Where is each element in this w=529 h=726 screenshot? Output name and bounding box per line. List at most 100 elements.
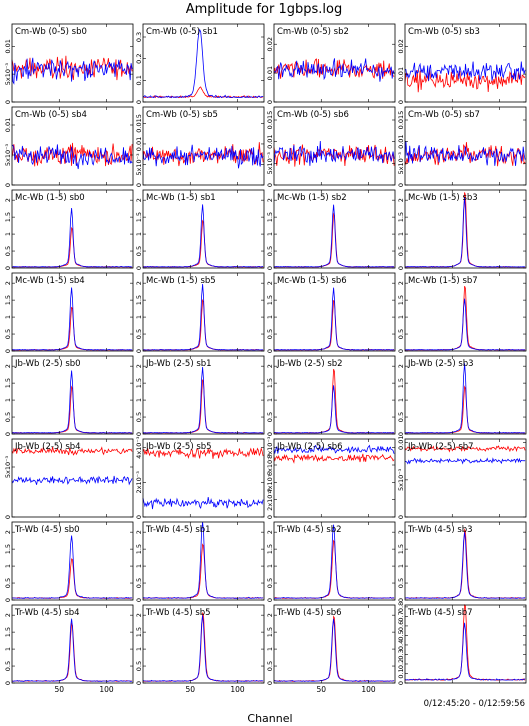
blue-series-line <box>273 58 395 82</box>
y-tick-label: 0.7 <box>397 611 405 621</box>
y-tick-label: 0.6 <box>397 621 405 631</box>
y-tick-label: 1 <box>397 315 405 319</box>
blue-series-line <box>404 363 526 434</box>
y-tick-label: 0.5 <box>4 578 12 588</box>
panel-label: Tr-Wb (4-5) sb1 <box>145 525 211 535</box>
panel-label: Mc-Wb (1-5) sb2 <box>277 193 347 203</box>
time-range-label: 0/12:45:20 - 0/12:59:56 <box>424 699 525 709</box>
blue-series-line <box>11 144 133 170</box>
red-series-line <box>143 298 264 351</box>
y-tick-label: 1 <box>135 564 143 568</box>
y-tick-label: 1 <box>135 315 143 319</box>
y-tick-label: 2 <box>135 198 143 202</box>
panel-frame <box>142 604 265 684</box>
y-tick-label: 5x10⁻³ <box>397 468 405 491</box>
panel-frame <box>11 438 134 518</box>
blue-series-line <box>404 457 526 465</box>
y-tick-label: 0.5 <box>4 329 12 339</box>
panel: 0 5x10⁻³Jb-Wb (2-5) sb4 <box>4 438 134 519</box>
panel-frame <box>273 23 396 103</box>
blue-series-line <box>11 287 133 351</box>
y-tick-label: 0.3 <box>135 32 143 42</box>
chart-title: Amplitude for 1gbps.log <box>186 2 343 17</box>
panel-label: Tr-Wb (4-5) sb4 <box>14 608 80 618</box>
y-tick-label: 0.5 <box>135 661 143 671</box>
y-tick-label: 1 <box>135 398 143 402</box>
y-tick-label: 2x10⁻³ <box>135 471 143 494</box>
panel-label: Cm-Wb (0-5) sb2 <box>277 27 349 37</box>
y-tick-label: 1 <box>266 564 274 568</box>
panel: 0 5x10⁻³ 0.01 0.015 Cm-Wb (0-5) sb7 <box>397 106 527 187</box>
y-tick-label: 1 <box>135 232 143 236</box>
panel-frame <box>11 521 134 601</box>
y-tick-label: 1.5 <box>266 544 274 554</box>
blue-series-line <box>404 622 526 681</box>
panel-frame <box>142 272 265 352</box>
y-tick-label: 6x10⁻³ <box>266 453 274 476</box>
y-tick-label: 1.5 <box>397 378 405 388</box>
panel: 0 0.5 1 1.5 2 Mc-Wb (1-5) sb4 <box>4 272 134 353</box>
y-tick-label: 1 <box>397 564 405 568</box>
y-tick-label: 2 <box>266 198 274 202</box>
panel-label: Cm-Wb (0-5) sb1 <box>146 27 218 37</box>
blue-series-line <box>11 370 133 434</box>
x-tick-label: 100 <box>99 685 114 694</box>
y-tick-label: 0.02 <box>266 37 274 51</box>
panel: 0 5x10⁻³ 0.01 0.015 Cm-Wb (0-5) sb5 <box>135 106 265 187</box>
red-series-line <box>142 543 264 599</box>
blue-series-line <box>273 444 395 455</box>
y-tick-label: 1.5 <box>135 544 143 554</box>
blue-series-line <box>405 197 526 268</box>
y-tick-label: 1 <box>266 647 274 651</box>
panel: 0 0.5 1 1.5 2 50 100 Tr-Wb (4-5) sb6 <box>266 604 396 694</box>
y-tick-label: 8x10⁻³ <box>266 436 274 459</box>
panel-label: Mc-Wb (1-5) sb3 <box>408 193 478 203</box>
y-tick-label: 2x10⁻³ <box>266 488 274 511</box>
y-tick-label: 0.5 <box>135 578 143 588</box>
y-tick-label: 2 <box>397 198 405 202</box>
panel-label: Mc-Wb (1-5) sb7 <box>408 276 478 286</box>
y-tick-label: 0.01 <box>266 134 274 148</box>
blue-series-line <box>142 615 264 682</box>
panel: 0 0.5 1 1.5 2 50 100 Tr-Wb (4-5) sb4 <box>4 604 134 694</box>
y-tick-label: 2 <box>135 281 143 285</box>
y-tick-label: 0.01 <box>397 67 405 81</box>
y-tick-label: 2 <box>266 364 274 368</box>
y-tick-label: 2 <box>397 530 405 534</box>
panel: 0 0.5 1 1.5 2 Tr-Wb (4-5) sb3 <box>397 521 527 602</box>
y-tick-label: 1 <box>266 315 274 319</box>
red-series-line <box>404 445 526 453</box>
y-tick-label: 1.5 <box>4 295 12 305</box>
y-tick-label: 0.5 <box>4 412 12 422</box>
red-series-line <box>11 142 133 167</box>
panel: 0 0.10.20.30.40.50.60.70.8Tr-Wb (4-5) sb7 <box>397 602 527 685</box>
y-tick-label: 1.5 <box>4 544 12 554</box>
blue-series-line <box>142 497 264 510</box>
panel: 0 0.5 1 1.5 2 Jb-Wb (2-5) sb3 <box>397 355 527 436</box>
y-tick-label: 1.5 <box>397 212 405 222</box>
panel: 0 5x10⁻³ 0.01 0.015 Cm-Wb (0-5) sb6 <box>266 106 396 187</box>
panel-label: Cm-Wb (0-5) sb0 <box>15 27 87 37</box>
y-tick-label: 0 <box>397 183 405 187</box>
red-series-line <box>11 558 133 599</box>
panel-label: Jb-Wb (2-5) sb2 <box>276 359 343 369</box>
panel-label: Tr-Wb (4-5) sb7 <box>407 608 473 618</box>
y-tick-label: 1.5 <box>266 627 274 637</box>
panel-frame <box>142 23 265 103</box>
y-tick-label: 2 <box>135 613 143 617</box>
y-tick-label: 0.5 <box>266 246 274 256</box>
panel-label: Tr-Wb (4-5) sb2 <box>276 525 342 535</box>
panel-frame <box>11 355 134 435</box>
y-tick-label: 5x10⁻³ <box>397 152 405 175</box>
blue-series-line <box>273 385 395 434</box>
y-tick-label: 0.8 <box>397 602 405 612</box>
panel-label: Mc-Wb (1-5) sb4 <box>15 276 85 286</box>
y-tick-label: 0 <box>397 266 405 270</box>
y-tick-label: 2 <box>4 613 12 617</box>
x-tick-label: 50 <box>316 685 326 694</box>
y-tick-label: 0.2 <box>397 659 405 669</box>
y-tick-label: 0 <box>397 100 405 104</box>
